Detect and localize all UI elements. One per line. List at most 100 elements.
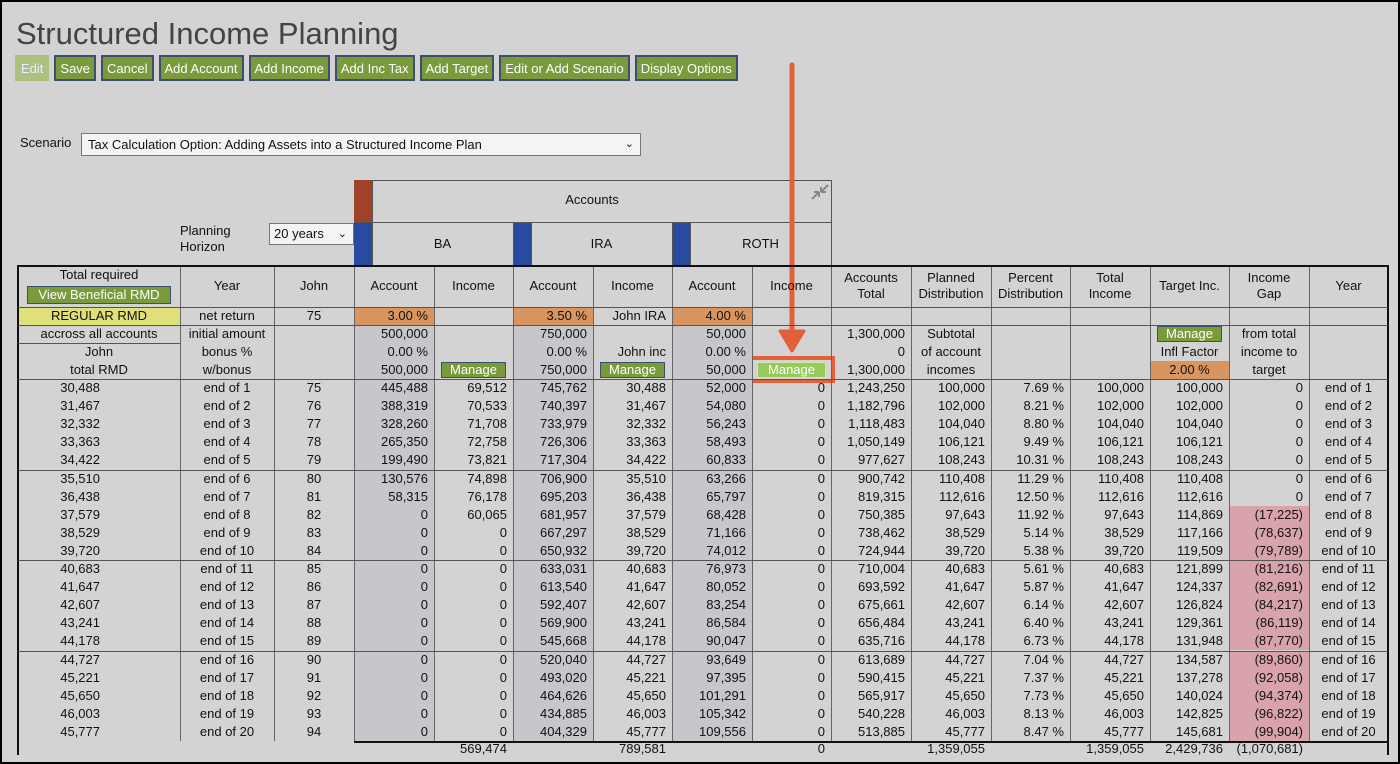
divider	[354, 222, 832, 223]
divider	[672, 223, 673, 266]
cell-text: 199,490	[381, 452, 428, 468]
grid-line	[752, 265, 753, 741]
table-cell: 0	[354, 596, 434, 614]
table-cell: 102,000	[1070, 397, 1150, 415]
toolbar-button[interactable]: Display Options	[634, 55, 738, 81]
param-text: 3.50 %	[546, 308, 587, 323]
cell-text: 73,821	[467, 452, 507, 468]
table-cell: end of 17	[180, 669, 274, 687]
table-cell: 43,241	[18, 614, 180, 632]
table-cell: 86,584	[672, 614, 752, 632]
divider	[372, 180, 373, 223]
table-cell: 83,254	[672, 596, 752, 614]
toolbar-button[interactable]: Add Account	[158, 55, 244, 81]
table-cell: (99,904)	[1229, 722, 1309, 741]
toolbar-button[interactable]: Add Income	[248, 55, 330, 81]
cell-text: end of 19	[199, 705, 255, 721]
cell-text: (81,216)	[1254, 561, 1303, 577]
toolbar-button[interactable]: Edit	[15, 55, 50, 81]
table-cell: end of 15	[1309, 632, 1388, 650]
collapse-icon[interactable]	[809, 182, 831, 202]
cell-text: end of 5	[203, 452, 251, 468]
table-cell: 145,681	[1150, 723, 1229, 741]
header-text: Year	[1335, 278, 1362, 293]
column-header: Account	[354, 265, 434, 307]
table-cell: 80,052	[672, 578, 752, 596]
cell-text: 106,121	[1097, 434, 1144, 450]
manage-button[interactable]: Manage	[757, 362, 826, 378]
cell-text: 42,607	[945, 597, 985, 613]
param-cell: Manage	[434, 361, 513, 379]
cell-text: 102,000	[1176, 398, 1223, 414]
cell-text: 7.73 %	[1023, 687, 1064, 703]
scenario-select[interactable]: Tax Calculation Option: Adding Assets in…	[81, 133, 641, 156]
manage-button[interactable]: Manage	[441, 362, 506, 378]
header-text: Account	[529, 278, 577, 293]
manage-button[interactable]: Manage	[1157, 326, 1222, 342]
manage-button[interactable]: Manage	[600, 362, 665, 378]
toolbar-button[interactable]: Add Inc Tax	[334, 55, 415, 81]
toolbar-button[interactable]: Edit or Add Scenario	[499, 55, 630, 81]
table-cell: 90,047	[672, 632, 752, 650]
toolbar-button[interactable]: Add Target	[419, 55, 495, 81]
table-cell: 105,342	[672, 705, 752, 723]
param-cell: total RMD	[18, 361, 180, 379]
cell-text: 1,182,796	[847, 398, 905, 414]
cell-text: 81	[306, 488, 322, 504]
cell-text: (99,904)	[1254, 723, 1303, 739]
account-name: ROTH	[742, 236, 779, 251]
cell-text: (92,058)	[1254, 669, 1303, 685]
table-cell: 100,000	[1150, 379, 1229, 397]
table-cell: 900,742	[831, 470, 911, 488]
cell-text: 121,899	[1176, 561, 1223, 577]
cell-text: 112,616	[1097, 488, 1144, 504]
table-cell: 540,228	[831, 705, 911, 723]
cell-text: 613,689	[858, 651, 905, 667]
table-cell: 117,166	[1150, 524, 1229, 542]
table-cell: 0	[752, 560, 831, 578]
cell-text: 0	[1295, 452, 1303, 468]
cell-text: 126,824	[1176, 597, 1223, 613]
table-cell: 0	[752, 578, 831, 596]
param-cell: 0.00 %	[513, 343, 593, 361]
cell-text: 130,576	[381, 470, 428, 486]
toolbar-button[interactable]: Save	[54, 55, 97, 81]
table-cell: 0	[1229, 488, 1309, 506]
table-cell: 101,291	[672, 687, 752, 705]
cell-text: (84,217)	[1254, 597, 1303, 613]
table-cell: 328,260	[354, 415, 434, 433]
divider	[531, 223, 532, 266]
cell-text: 44,178	[626, 633, 666, 649]
cell-text: end of 17	[1321, 669, 1376, 685]
table-cell: 108,243	[1150, 451, 1229, 469]
column-header: Accounts Total	[831, 265, 911, 307]
cell-text: 693,592	[858, 579, 905, 595]
cell-text: 8.21 %	[1023, 398, 1064, 414]
column-header: Account	[513, 265, 593, 307]
table-cell: 33,363	[593, 433, 672, 451]
cell-text: 45,221	[945, 669, 985, 685]
cell-text: 0	[420, 633, 428, 649]
cell-text: 42,607	[1104, 597, 1144, 613]
cell-text: 7.04 %	[1023, 651, 1064, 667]
view-rmd-button[interactable]: View Beneficial RMD	[27, 285, 171, 304]
table-cell: 90	[274, 651, 354, 669]
table-cell: 45,221	[593, 669, 672, 687]
table-cell: 738,462	[831, 524, 911, 542]
total-text: 569,474	[460, 741, 507, 756]
table-cell: 7.69 %	[991, 379, 1070, 397]
cell-text: 650,932	[540, 542, 587, 558]
cell-text: 45,650	[945, 687, 985, 703]
account-color	[354, 223, 372, 266]
table-cell: 635,716	[831, 632, 911, 650]
table-cell: end of 16	[1309, 651, 1388, 669]
horizon-select[interactable]: 20 years ⌄	[269, 223, 354, 245]
table-cell: 0	[354, 524, 434, 542]
table-cell: 39,720	[911, 542, 991, 560]
table-cell: 520,040	[513, 651, 593, 669]
cell-text: 124,337	[1176, 579, 1223, 595]
cell-text: 36,438	[60, 488, 100, 504]
cell-text: 0	[420, 705, 428, 721]
cell-text: 40,683	[945, 561, 985, 577]
toolbar-button[interactable]: Cancel	[101, 55, 154, 81]
